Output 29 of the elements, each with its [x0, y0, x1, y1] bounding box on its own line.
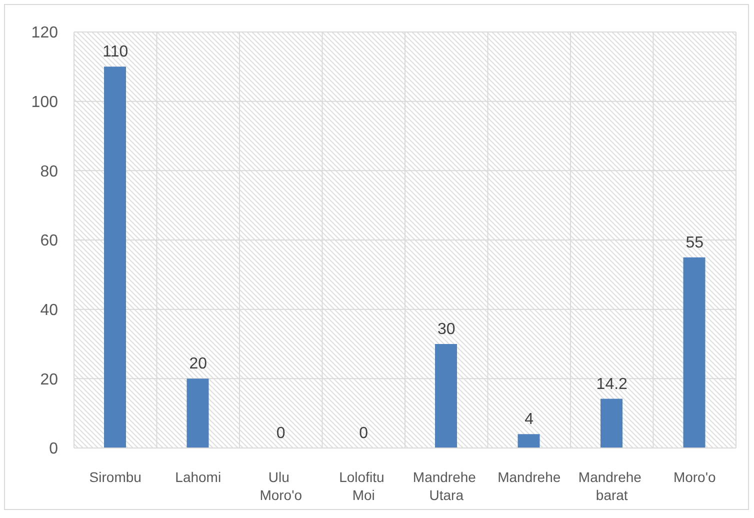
x-tick-label: Lahomi [175, 469, 222, 485]
y-tick-label: 100 [31, 94, 58, 112]
data-label: 0 [359, 425, 368, 442]
bar [683, 257, 706, 448]
bar [104, 66, 126, 448]
x-tick-label: Mandrehe Utara [412, 469, 480, 503]
data-label: 14.2 [596, 376, 628, 393]
data-label: 4 [524, 411, 534, 428]
x-tick-label: Sirombu [89, 469, 142, 485]
x-tick-label: Moro'o [673, 469, 716, 485]
data-label: 55 [686, 234, 704, 252]
x-tick-label: Mandrehe [498, 469, 561, 485]
bar [186, 378, 209, 448]
bar [600, 398, 622, 448]
x-tick-label: Ulu Moro'o [260, 469, 302, 503]
x-tick-label: Mandrehe barat [578, 469, 646, 503]
x-tick-label: Lolofitu Moi [339, 469, 388, 503]
bar [435, 344, 457, 448]
y-tick-label: 80 [40, 163, 58, 180]
data-label: 110 [102, 44, 128, 61]
y-tick-label: 40 [40, 302, 58, 320]
y-tick-label: 60 [40, 232, 58, 250]
data-label: 20 [189, 356, 208, 373]
data-label: 0 [276, 425, 286, 442]
y-tick-label: 120 [31, 24, 58, 42]
y-tick-label: 0 [49, 440, 58, 458]
data-label: 30 [437, 321, 456, 338]
y-tick-label: 20 [40, 371, 58, 388]
bar [518, 434, 540, 448]
